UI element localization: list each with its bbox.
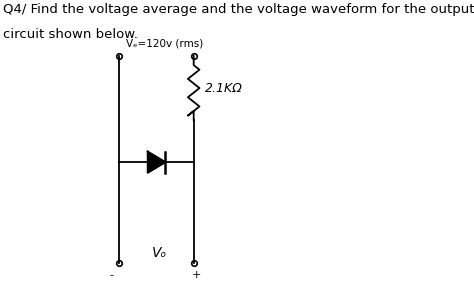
Text: circuit shown below.: circuit shown below.	[3, 28, 138, 41]
Text: 2.1KΩ: 2.1KΩ	[205, 81, 243, 94]
Text: Vₒ: Vₒ	[152, 246, 167, 260]
Text: Vₑ=120v (rms): Vₑ=120v (rms)	[126, 39, 203, 49]
Text: Q4/ Find the voltage average and the voltage waveform for the output of the: Q4/ Find the voltage average and the vol…	[3, 3, 474, 16]
Text: -: -	[109, 270, 113, 280]
Polygon shape	[148, 151, 165, 173]
Text: +: +	[192, 270, 201, 280]
